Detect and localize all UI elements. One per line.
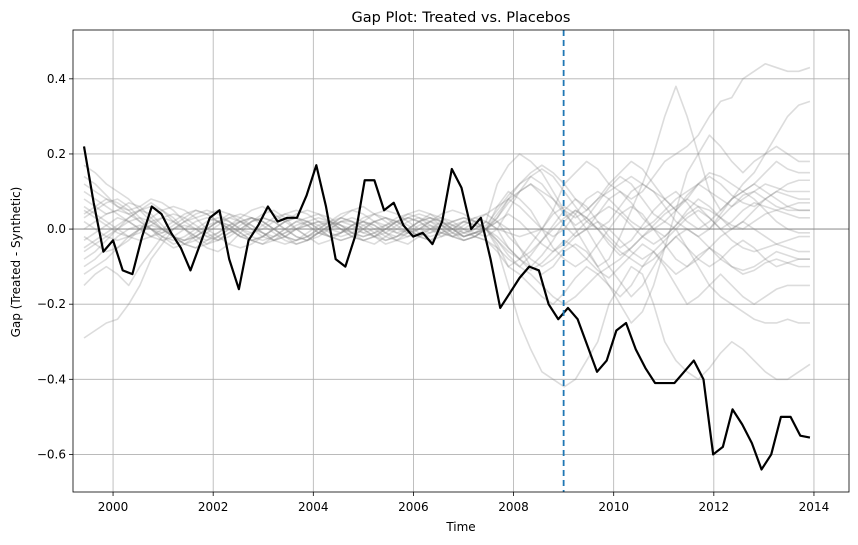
y-tick-label: −0.2 [37, 297, 66, 311]
placebo-line [83, 205, 810, 324]
y-tick-label: −0.6 [37, 447, 66, 461]
placebo-line [83, 160, 810, 238]
y-tick-label: −0.4 [37, 372, 66, 386]
x-tick-label: 2012 [699, 500, 730, 514]
x-tick-label: 2010 [598, 500, 629, 514]
y-tick-label: 0.0 [47, 222, 66, 236]
x-tick-label: 2004 [298, 500, 329, 514]
placebo-line [83, 217, 810, 279]
chart-title: Gap Plot: Treated vs. Placebos [352, 10, 571, 26]
placebo-line [83, 63, 811, 339]
placebo-line [83, 175, 810, 242]
y-axis-label: Gap (Treated - Synthetic) [9, 187, 23, 338]
treated-line-group [82, 146, 811, 471]
placebo-line [83, 175, 810, 242]
x-axis-label: Time [445, 520, 475, 534]
plot-area-frame [72, 29, 850, 493]
x-tick-label: 2008 [498, 500, 529, 514]
placebo-line [83, 209, 810, 272]
x-axis-ticks: 2000 2002 2004 2006 2008 2010 2012 2014 [98, 492, 829, 514]
placebo-line [83, 183, 810, 238]
placebo-line [83, 217, 811, 388]
x-tick-label: 2000 [98, 500, 129, 514]
x-tick-label: 2002 [198, 500, 229, 514]
placebo-line [83, 205, 810, 253]
y-tick-label: 0.2 [47, 147, 66, 161]
grid-lines [73, 30, 849, 492]
y-axis-ticks: −0.6 −0.4 −0.2 0.0 0.2 0.4 [37, 72, 73, 461]
treated-line [82, 146, 811, 471]
x-tick-label: 2014 [799, 500, 830, 514]
placebo-line [83, 190, 810, 268]
placebo-line [83, 175, 810, 268]
y-tick-label: 0.4 [47, 72, 66, 86]
x-tick-label: 2006 [398, 500, 429, 514]
placebo-line [83, 205, 810, 298]
